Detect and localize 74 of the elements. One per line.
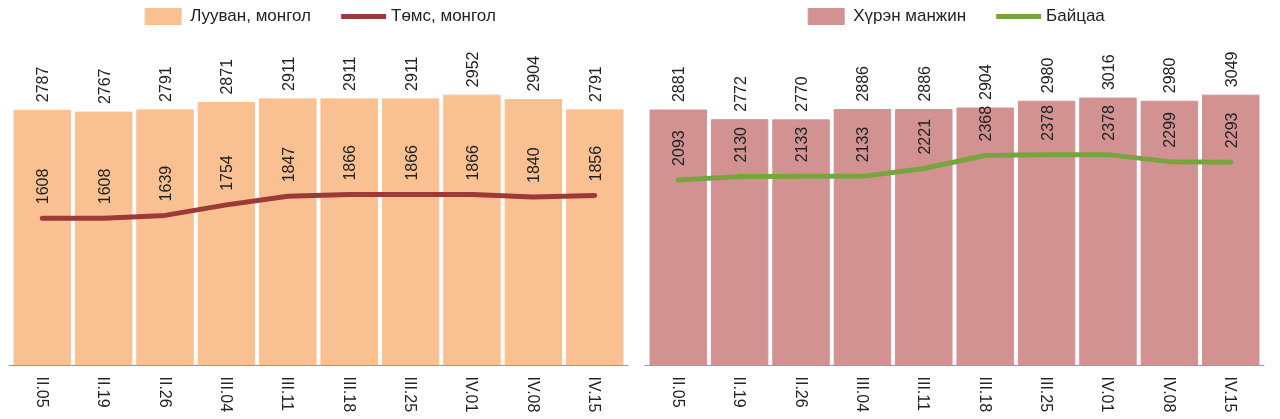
- x-tick-label: II.05: [33, 376, 51, 408]
- bar: [443, 94, 501, 366]
- legend-label: Байцаа: [1046, 6, 1105, 26]
- bar: [197, 102, 256, 366]
- data-label: 2791: [157, 66, 175, 102]
- data-label: 1608: [34, 168, 52, 205]
- data-label: 2772: [731, 76, 749, 112]
- x-tick-label: III.18: [340, 376, 358, 413]
- data-label: 2911: [402, 56, 420, 91]
- data-label: 2133: [793, 126, 811, 163]
- data-label: 3016: [1099, 54, 1117, 91]
- x-tick-label: II.19: [95, 376, 113, 408]
- data-label: 1840: [525, 147, 543, 183]
- data-label: 1608: [95, 168, 113, 205]
- data-label: 1639: [157, 165, 175, 202]
- data-label: 1866: [402, 144, 420, 181]
- data-label: 2904: [977, 64, 995, 100]
- data-label: 2980: [1038, 57, 1056, 94]
- data-label: 2093: [670, 130, 688, 166]
- bar: [566, 109, 624, 366]
- data-label: 1754: [218, 155, 236, 191]
- legend-label: Хүрэн манжин: [853, 6, 967, 26]
- bar: [74, 111, 133, 366]
- data-label: 1866: [341, 144, 359, 181]
- x-tick-label: III.25: [402, 376, 420, 413]
- x-tick-label: II.05: [669, 376, 687, 408]
- x-tick-label: III.18: [976, 376, 994, 413]
- bar: [259, 98, 317, 366]
- bar: [136, 109, 194, 366]
- x-tick-label: III.04: [853, 376, 871, 413]
- data-label: 2130: [731, 126, 749, 163]
- x-tick-label: III.25: [1038, 376, 1056, 413]
- x-tick-label: II.26: [156, 376, 174, 408]
- legend-label: Төмс, монгол: [391, 6, 496, 26]
- data-label: 2133: [854, 126, 872, 163]
- data-label: 2293: [1222, 112, 1240, 149]
- x-tick-label: II.19: [731, 376, 749, 408]
- bar: [504, 99, 563, 366]
- data-label: 2770: [793, 76, 811, 112]
- x-tick-label: III.11: [915, 376, 933, 411]
- data-label: 2911: [341, 56, 359, 91]
- data-label: 2378: [1038, 104, 1056, 141]
- x-tick-label: IV.01: [463, 376, 481, 413]
- x-tick-label: IV.15: [1222, 376, 1240, 413]
- x-tick-label: IV.01: [1099, 376, 1117, 413]
- x-tick-label: III.04: [217, 376, 235, 413]
- data-label: 2980: [1161, 57, 1179, 94]
- bar: [13, 109, 71, 366]
- x-tick-label: III.11: [279, 376, 297, 411]
- x-tick-label: IV.08: [1160, 376, 1178, 413]
- data-label: 2886: [915, 65, 933, 102]
- data-label: 2886: [854, 65, 872, 102]
- data-label: 2881: [670, 66, 688, 103]
- data-label: 2299: [1161, 111, 1179, 148]
- data-label: 2791: [586, 66, 604, 102]
- x-tick-label: II.26: [792, 376, 810, 408]
- x-tick-label: IV.08: [524, 376, 542, 413]
- data-label: 2911: [279, 56, 297, 91]
- legend-label: Лууван, монгол: [190, 6, 311, 26]
- data-label: 3049: [1222, 51, 1240, 88]
- data-label: 1866: [463, 144, 481, 181]
- bar: [320, 98, 378, 366]
- data-label: 1847: [279, 146, 297, 183]
- data-label: 2368: [977, 105, 995, 142]
- x-tick-label: IV.15: [586, 376, 604, 413]
- data-label: 2378: [1099, 104, 1117, 141]
- data-label: 1856: [586, 145, 604, 182]
- data-label: 2221: [915, 118, 933, 155]
- data-label: 2952: [463, 51, 481, 88]
- bar: [381, 98, 440, 366]
- data-label: 2767: [95, 68, 113, 105]
- data-label: 2904: [525, 55, 543, 92]
- data-label: 2871: [218, 58, 236, 95]
- data-label: 2787: [34, 66, 52, 103]
